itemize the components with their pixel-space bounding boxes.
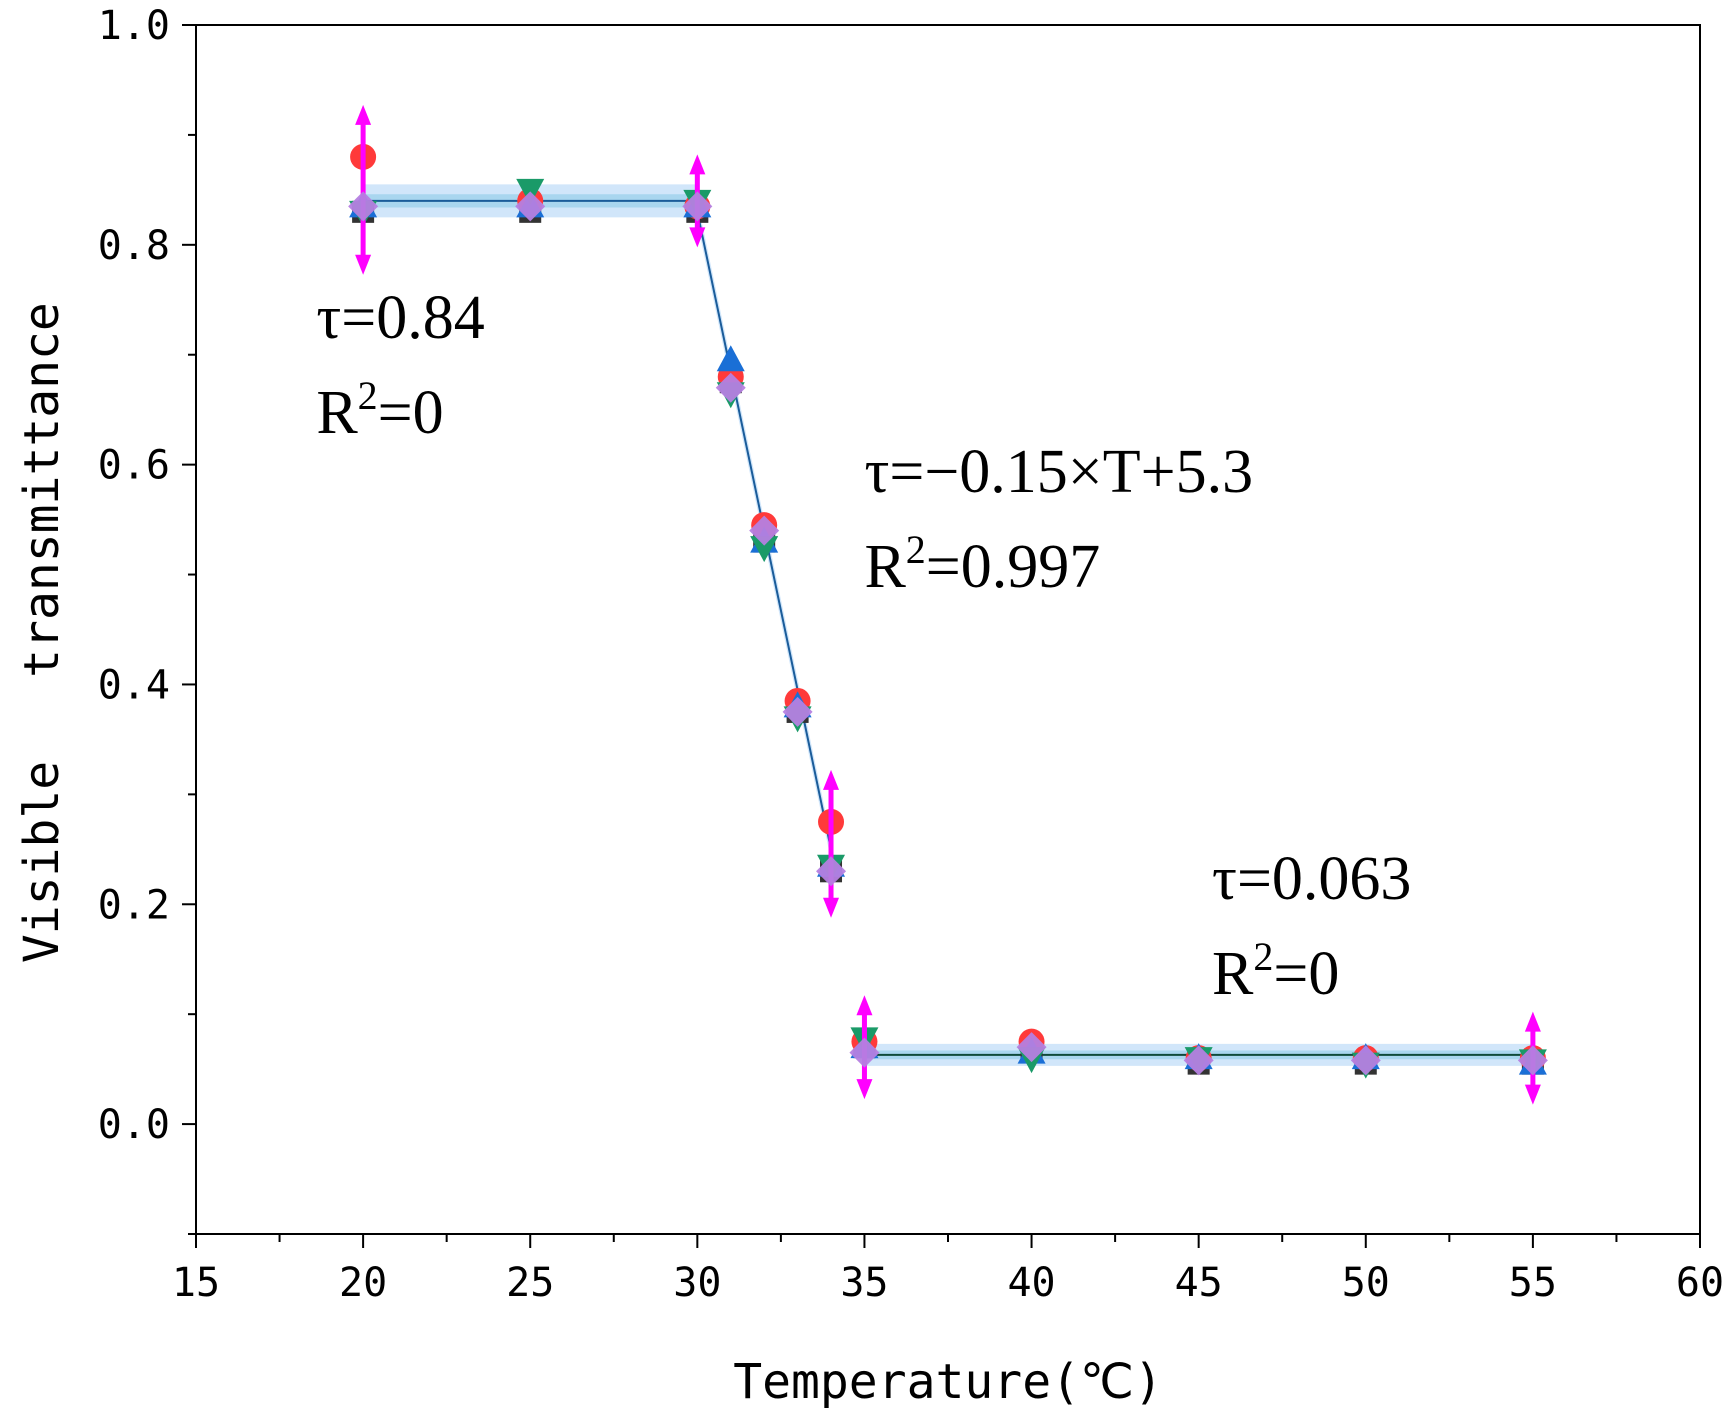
diamond-point-33 [782,696,813,727]
diamond-point-31 [715,372,746,403]
x-tick-label-30: 30 [673,1260,721,1306]
diamond-point-32 [749,515,780,546]
error-bar-point-34 [823,769,840,918]
annotation-3-line-1: τ=0.063 [1212,845,1411,913]
error-bar-point-55-cap-bottom [1524,1084,1541,1105]
error-bar-point-30-cap-top [689,154,706,175]
error-bar-point-20-cap-top [355,104,372,125]
annotation-2-line-2: R2=0.997 [864,527,1100,601]
x-tick-label-15: 15 [172,1260,220,1306]
error-bar-point-34-cap-bottom [823,897,840,918]
error-bar-point-20 [355,104,372,275]
x-tick-label-25: 25 [506,1260,554,1306]
error-bar-point-55-cap-top [1524,1011,1541,1032]
diamond-point-35 [849,1037,880,1068]
x-tick-label-60: 60 [1676,1260,1724,1306]
y-axis-title-part-2: transmittance [14,302,70,678]
fit-bands [363,184,1533,1066]
fit-lines [363,199,1533,1056]
tick-labels: 15 20 25 30 35 40 45 50 55 60 0.0 0.2 0.4 0.6 0.8 1.0 [98,3,1724,1306]
triangle-down-point-32 [750,536,779,563]
annotation-1-line-1: τ=0.84 [316,284,484,352]
error-bar-point-30-cap-bottom [689,227,706,248]
diamond-point-40 [1016,1032,1047,1063]
x-tick-label-50: 50 [1342,1260,1390,1306]
annotation-2-line-1: τ=−0.15×T+5.3 [864,438,1253,506]
y-tick-label-1: 1.0 [98,3,170,49]
error-bar-point-35-cap-bottom [856,1079,873,1100]
x-tick-label-45: 45 [1175,1260,1223,1306]
y-tick-label-0: 0.0 [98,1102,170,1148]
annotation-3-line-2: R2=0 [1212,934,1339,1008]
y-tick-label-0.4: 0.4 [98,662,170,708]
fit-annotations: τ=0.84 R2=0 τ=−0.15×T+5.3 R2=0.997 τ=0.063 R2… [316,284,1411,1008]
triangle-up-point-31 [716,345,745,372]
axes [182,24,1701,1248]
diamond-point-34 [816,856,847,887]
data-points [348,104,1548,1105]
x-tick-label-35: 35 [840,1260,888,1306]
diamond-point-25 [515,191,546,222]
y-axis-title-part-1: Visible [14,761,70,963]
x-tick-label-40: 40 [1007,1260,1055,1306]
diamond-point-50 [1350,1045,1381,1076]
y-tick-label-0.6: 0.6 [98,443,170,489]
y-tick-label-0.2: 0.2 [98,882,170,928]
diamond-point-55 [1517,1045,1548,1076]
x-axis-title: Temperature(℃) [733,1354,1163,1410]
diamond-point-20 [348,191,379,222]
x-tick-label-55: 55 [1509,1260,1557,1306]
error-bar-point-20-cap-bottom [355,254,372,275]
diamond-point-45 [1183,1045,1214,1076]
annotation-1-line-2: R2=0 [316,373,443,447]
x-tick-label-20: 20 [339,1260,387,1306]
diamond-point-30 [682,191,713,222]
y-tick-label-0.8: 0.8 [98,223,170,269]
error-bar-point-34-cap-top [823,769,840,790]
error-bar-point-35-cap-top [856,995,873,1016]
